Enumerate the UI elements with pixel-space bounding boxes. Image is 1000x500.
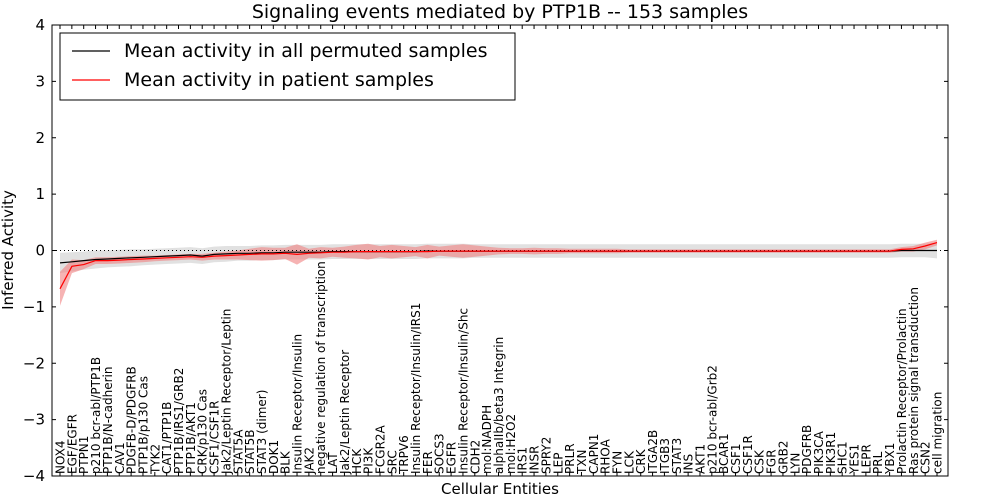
x-tick-label: HCK [350, 448, 364, 474]
x-tick-label: SHC1 [836, 441, 850, 474]
x-tick-label: Jak2/Leptin Receptor [338, 350, 352, 475]
x-tick-label: CAT1/PTP1B [160, 402, 174, 474]
x-tick-label: PTPN1 [77, 436, 91, 474]
x-tick-label: GRB2 [776, 440, 790, 474]
x-tick-label: CSF1 [729, 443, 743, 474]
x-tick-label: AKT1 [694, 444, 708, 474]
x-tick-label: SPRY2 [539, 437, 553, 474]
legend: Mean activity in all permuted samples Me… [59, 32, 516, 101]
x-tick-label: p210 bcr-abl/PTP1B [89, 357, 103, 474]
x-tick-label: RHOA [599, 438, 613, 474]
x-tick-label: PTP1B/AKT1 [184, 402, 198, 474]
x-tick-label: CSN2 [919, 441, 933, 474]
y-axis: −4 −3 −2 −1 0 1 2 3 4 [23, 16, 948, 485]
x-tick-label: STAT3 (dimer) [255, 390, 269, 474]
y-tick-label: −3 [23, 411, 45, 429]
x-tick-label: alphaIIb/beta3 Integrin [492, 337, 506, 474]
plot-area [52, 239, 948, 306]
x-tick-label: LAT [326, 452, 340, 474]
x-tick-label: TXN [575, 449, 589, 475]
x-tick-label: Ras protein signal transduction [907, 287, 921, 474]
y-tick-label: 2 [35, 129, 45, 147]
legend-label-patient: Mean activity in patient samples [124, 69, 434, 91]
x-tick-label: SRC [385, 450, 399, 474]
x-tick-label: IRS1 [516, 447, 530, 474]
x-tick-label: EGFR [445, 442, 459, 474]
legend-label-permuted: Mean activity in all permuted samples [124, 40, 487, 62]
y-axis-label: Inferred Activity [0, 190, 17, 310]
x-tick-label: CAPN1 [587, 434, 601, 474]
y-tick-label: −4 [23, 467, 45, 485]
x-tick-label: YES1 [848, 444, 862, 475]
x-tick-label: PTP1B/IRS1/GRB2 [172, 368, 186, 474]
x-tick-label: BLK [279, 450, 293, 474]
x-tick-label: TRPV6 [397, 435, 411, 475]
x-tick-label: BCAR1 [717, 433, 731, 474]
x-tick-label: ITGB3 [658, 438, 672, 474]
x-tick-label: CDH2 [468, 440, 482, 474]
x-tick-label: PTP1B/p130 Cas [137, 376, 151, 474]
x-tick-label: Jak2/Leptin Receptor/Leptin [219, 309, 233, 475]
x-tick-label: Insulin Receptor/Insulin/IRS1 [409, 303, 423, 474]
x-tick-label: CSF1/CSF1R [208, 401, 222, 474]
x-tick-label: CRK/p130 Cas [196, 389, 210, 474]
x-tick-label: STAT5B [243, 430, 257, 475]
x-tick-label: PIK3R1 [824, 432, 838, 474]
x-tick-label: PTP1B/N-cadherin [101, 367, 115, 474]
x-tick-label: STAT5A [231, 429, 245, 474]
x-axis-label: Cellular Entities [441, 480, 559, 498]
x-tick-label: DOK1 [267, 440, 281, 474]
y-tick-label: 0 [35, 242, 45, 260]
patient-mean-line [59, 242, 938, 290]
x-tick-label: Insulin Receptor/Insulin [291, 334, 305, 474]
x-tick-label: INSR [528, 446, 542, 474]
x-tick-label: LEPR [859, 444, 873, 474]
x-tick-label: p210 bcr-abl/Grb2 [705, 365, 719, 474]
x-tick-label: negative regulation of transcription [314, 261, 328, 474]
patient-band [60, 239, 937, 306]
x-tick-label: CSK [753, 449, 767, 474]
chart-title: Signaling events mediated by PTP1B -- 15… [252, 1, 748, 23]
x-tick-label: STAT3 [670, 438, 684, 474]
x-tick-label: CSF1R [741, 435, 755, 474]
x-tick-label: Prolactin Receptor/Prolactin [895, 308, 909, 474]
x-tick-label: mol:H2O2 [504, 414, 518, 474]
x-tick-label: PIK3CA [812, 430, 826, 474]
x-tick-label: SOCS3 [433, 433, 447, 474]
y-tick-label: 1 [35, 185, 45, 203]
x-tick-label: EGF/EGFR [65, 414, 79, 474]
x-tick-label: CAV1 [113, 442, 127, 474]
x-tick-label: LCK [622, 450, 636, 474]
x-tick-label: YBX1 [883, 443, 897, 475]
x-tick-label: PDGFRB [800, 425, 814, 474]
x-tick-label: PI3K [362, 447, 376, 474]
y-tick-label: 4 [35, 16, 45, 34]
x-tick-label: LYN [788, 453, 802, 474]
y-tick-label: 3 [35, 72, 45, 90]
x-tick-label: FCGR2A [374, 424, 388, 474]
x-tick-label: INS [682, 454, 696, 474]
x-tick-label: NOX4 [54, 440, 68, 474]
y-tick-label: −1 [23, 298, 45, 316]
x-tick-label: FER [421, 451, 435, 474]
x-tick-label: mol:NADPH [480, 405, 494, 474]
x-tick-label: TYK2 [148, 444, 162, 475]
x-tick-label: cell migration [931, 392, 945, 474]
x-tick-label: LEP [551, 452, 565, 474]
x-tick-label: PDGFB-D/PDGFRB [125, 366, 139, 474]
x-tick-label: FGR [765, 449, 779, 474]
y-tick-label: −2 [23, 354, 45, 372]
x-tick-label: CRK [634, 448, 648, 474]
x-tick-label: PRLR [563, 443, 577, 474]
x-tick-label: Insulin Receptor/Insulin/Shc [456, 308, 470, 474]
x-tick-label: FYN [611, 451, 625, 474]
legend-box [59, 32, 516, 101]
x-tick-label: PRL [871, 451, 885, 474]
x-tick-label: JAK2 [302, 447, 316, 475]
x-tick-label: ITGA2B [646, 430, 660, 474]
